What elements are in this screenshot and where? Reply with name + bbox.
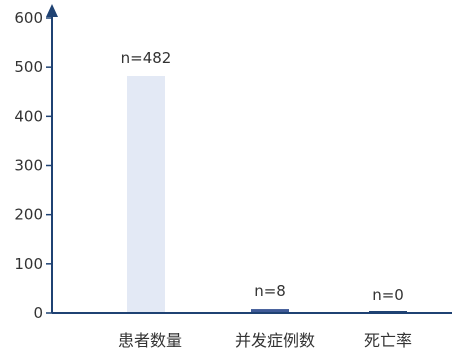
bars xyxy=(127,76,407,314)
bar-1 xyxy=(127,76,165,314)
y-axis-ticks: 0 100 200 300 400 500 600 xyxy=(14,9,52,322)
y-axis-arrow-icon xyxy=(46,4,58,17)
axes xyxy=(46,4,452,314)
y-tick-label: 500 xyxy=(14,58,43,76)
y-tick-label: 200 xyxy=(14,206,43,224)
y-tick-label: 0 xyxy=(33,304,43,322)
data-label-1: n=482 xyxy=(121,49,172,67)
category-label-1: 患者数量 xyxy=(118,331,182,350)
y-tick-label: 400 xyxy=(14,107,43,125)
y-tick-label: 300 xyxy=(14,157,43,175)
y-tick-label: 600 xyxy=(14,9,43,27)
category-labels: 患者数量 并发症例数 死亡率 xyxy=(118,331,412,350)
data-label-2: n=8 xyxy=(254,282,286,300)
category-label-2: 并发症例数 xyxy=(235,331,315,350)
data-labels: n=482 n=8 n=0 xyxy=(121,49,404,304)
y-tick-label: 100 xyxy=(14,255,43,273)
bar-2 xyxy=(251,309,289,313)
data-label-3: n=0 xyxy=(372,286,404,304)
category-label-3: 死亡率 xyxy=(364,331,412,350)
